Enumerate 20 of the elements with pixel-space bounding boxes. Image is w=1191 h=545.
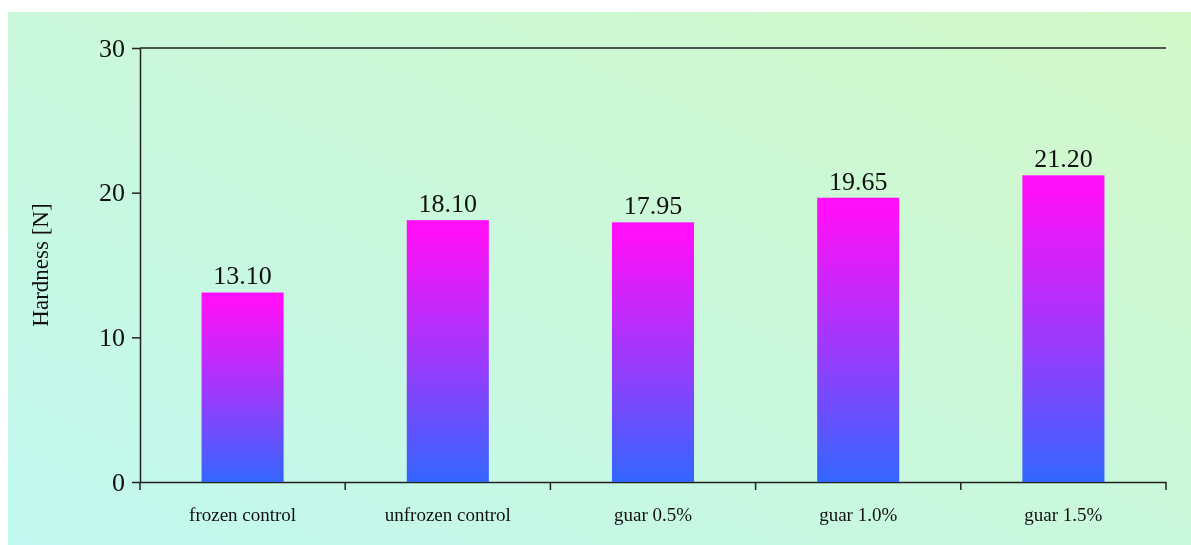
data-label: 19.65 [828, 166, 888, 196]
y-tick-label: 10 [99, 323, 125, 353]
bar [201, 292, 284, 482]
y-tick-label: 20 [99, 178, 125, 208]
y-axis-title: Hardness [N] [28, 203, 53, 327]
bar [817, 197, 900, 482]
x-tick-label: unfrozen control [384, 504, 511, 526]
x-tick-label: frozen control [189, 504, 297, 526]
data-label: 17.95 [623, 191, 683, 221]
bar [1022, 175, 1105, 482]
data-label: 13.10 [213, 261, 272, 291]
x-tick-label: guar 1.0% [819, 504, 898, 526]
y-tick-label: 30 [99, 33, 125, 63]
y-tick-label: 0 [112, 467, 125, 497]
bar [406, 220, 489, 482]
data-label: 18.10 [418, 189, 478, 219]
bar [611, 222, 695, 482]
x-tick-label: guar 1.5% [1024, 504, 1103, 526]
data-label: 21.20 [1034, 144, 1093, 174]
x-tick-label: guar 0.5% [613, 504, 693, 526]
